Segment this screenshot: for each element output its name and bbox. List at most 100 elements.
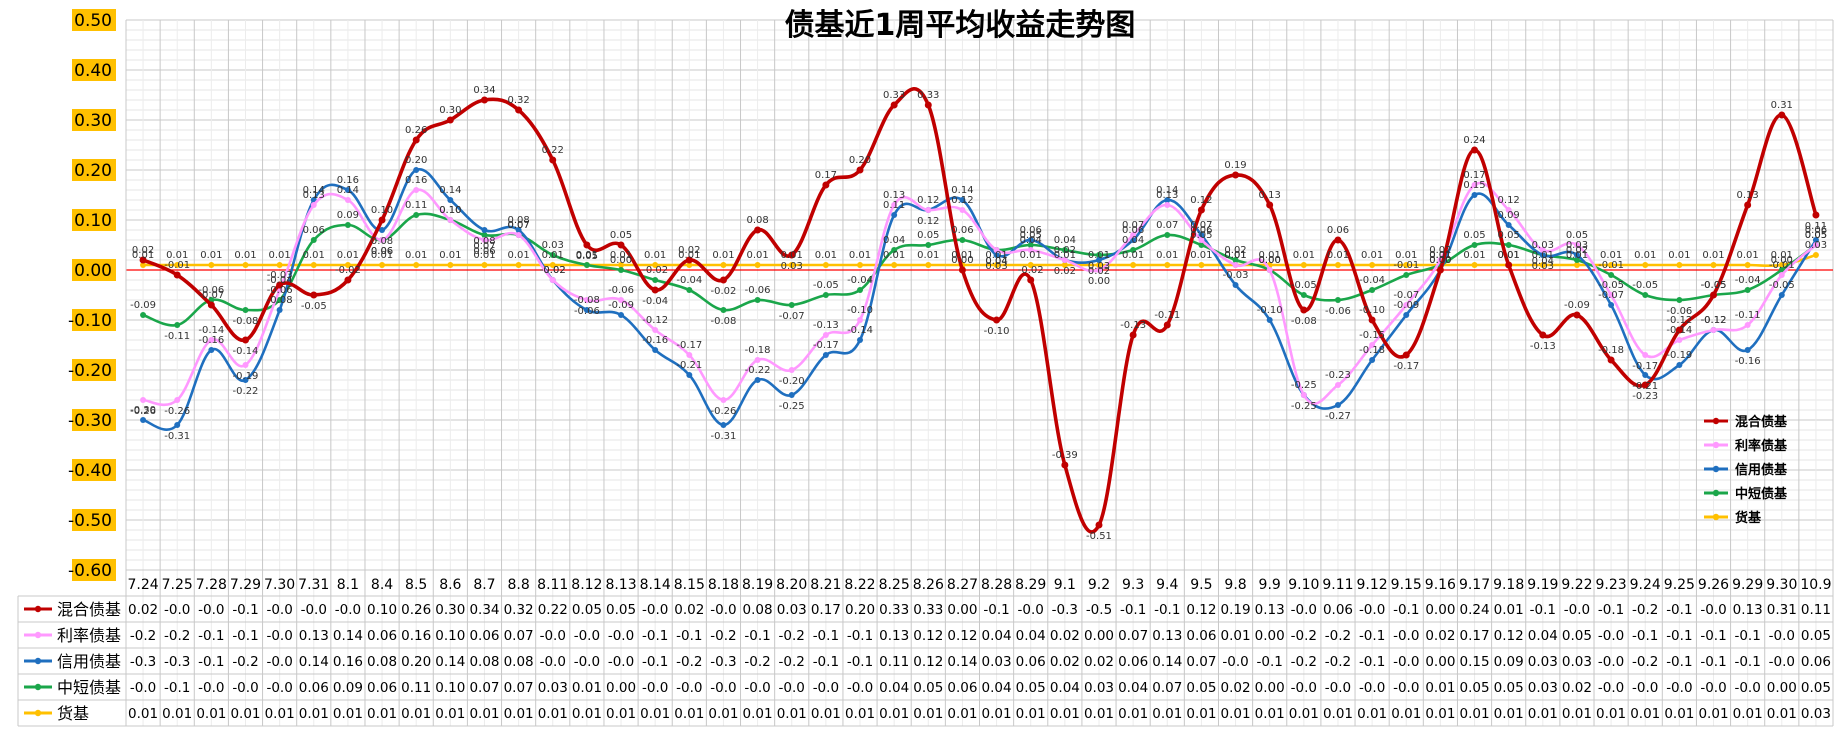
data-label: -0.04 [642, 296, 668, 307]
y-tick-highlight [72, 159, 116, 181]
data-point [140, 417, 147, 423]
data-label: 0.08 [473, 236, 495, 247]
data-label: -0.02 [540, 265, 566, 276]
y-tick-label: -0.50 [68, 511, 112, 531]
data-point [242, 262, 249, 268]
legend-marker [1712, 417, 1720, 425]
data-point [1164, 197, 1171, 203]
data-point [1369, 262, 1376, 268]
legend-marker [1712, 465, 1720, 473]
data-label: 0.31 [1771, 100, 1793, 111]
data-label: 0.05 [1566, 230, 1588, 241]
data-label: 0.08 [507, 215, 529, 226]
data-point [1539, 252, 1546, 258]
data-label: 0.10 [439, 205, 461, 216]
data-label: -0.07 [1393, 290, 1419, 301]
table-cell: -0.3 [1052, 602, 1078, 618]
data-point [344, 187, 351, 193]
data-label: 0.03 [781, 261, 803, 272]
data-label: 0.01 [712, 250, 734, 261]
data-label: 0.02 [678, 245, 700, 256]
data-point [890, 101, 898, 109]
x-tick-label: 9.16 [1425, 577, 1456, 593]
data-point [856, 166, 864, 174]
table-cell: 0.13 [879, 628, 909, 644]
data-point [685, 256, 693, 264]
data-label: 0.02 [1054, 245, 1076, 256]
data-point [686, 287, 693, 293]
data-label: 0.01 [542, 250, 564, 261]
table-cell: 0.01 [1152, 706, 1182, 722]
data-point [959, 237, 966, 243]
data-point [242, 307, 249, 313]
data-point [1778, 262, 1785, 268]
data-point [1744, 262, 1751, 268]
x-tick-label: 8.14 [640, 577, 671, 593]
x-tick-label: 7.24 [127, 577, 158, 593]
data-point [276, 297, 283, 303]
table-cell: -0.0 [744, 680, 770, 696]
data-point [857, 317, 864, 323]
table-cell: -0.0 [1734, 680, 1760, 696]
x-tick-label: 9.23 [1596, 577, 1627, 593]
data-label: 0.01 [1190, 250, 1212, 261]
data-label: -0.06 [745, 285, 771, 296]
data-point [1232, 257, 1239, 263]
data-label: 0.01 [849, 250, 871, 261]
data-label: 0.01 [1600, 250, 1622, 261]
data-labels-5: 0.01 0.01 0.01 0.01 0.01 0.01 0.01 0.01 0.01 0.01… [132, 240, 1827, 261]
data-label: 0.01 [1463, 250, 1485, 261]
data-label: 0.02 [1054, 266, 1076, 277]
data-point [1198, 232, 1205, 238]
data-label: 0.01 [1771, 250, 1793, 261]
table-cell: -0.0 [540, 628, 566, 644]
data-point [1266, 201, 1274, 209]
data-point [241, 336, 249, 344]
y-tick-highlight [72, 59, 116, 81]
data-point [1061, 247, 1068, 253]
table-cell: 0.14 [299, 654, 329, 670]
table-cell: -0.1 [1257, 654, 1283, 670]
x-tick-label: 9.10 [1288, 577, 1319, 593]
data-label: 0.05 [1463, 230, 1485, 241]
x-tick-label: 9.29 [1732, 577, 1763, 593]
x-tick-label: 9.5 [1190, 577, 1212, 593]
data-point [447, 262, 454, 268]
data-point [446, 116, 454, 124]
table-cell: -0.1 [1359, 654, 1385, 670]
data-label: 0.05 [1020, 230, 1042, 241]
x-tick-label: 9.30 [1766, 577, 1797, 593]
table-legend-marker [34, 631, 42, 639]
data-label: 0.13 [1156, 190, 1178, 201]
data-label: 0.01 [1259, 250, 1281, 261]
table-cell: -0.2 [232, 654, 258, 670]
data-label: 0.17 [815, 170, 837, 181]
data-point [754, 297, 761, 303]
data-point [925, 242, 932, 248]
table-cell: 0.01 [674, 706, 704, 722]
y-tick-label: 0.40 [74, 61, 112, 81]
table-cell: -0.0 [1769, 628, 1795, 644]
data-label: 0.01 [303, 250, 325, 261]
table-cell: 0.11 [401, 680, 431, 696]
table-cell: 0.06 [1801, 654, 1831, 670]
data-point [1027, 242, 1034, 248]
table-cell: -0.2 [1291, 628, 1317, 644]
data-label: -0.18 [745, 345, 771, 356]
table-cell: -0.0 [608, 654, 634, 670]
table-cell: -0.1 [1666, 602, 1692, 618]
table-cell: -0.0 [642, 602, 668, 618]
table-cell: -0.1 [642, 628, 668, 644]
data-label: -0.09 [130, 300, 156, 311]
data-label: 0.01 [234, 250, 256, 261]
table-cell: -0.1 [198, 628, 224, 644]
table-cell: -0.1 [1666, 628, 1692, 644]
data-point [1300, 306, 1308, 314]
data-point [549, 277, 556, 283]
data-point [1061, 262, 1068, 268]
data-point [822, 262, 829, 268]
data-point [1744, 287, 1751, 293]
data-point [1505, 222, 1512, 228]
data-label: -0.14 [233, 346, 259, 357]
data-label: 0.14 [1156, 185, 1178, 196]
